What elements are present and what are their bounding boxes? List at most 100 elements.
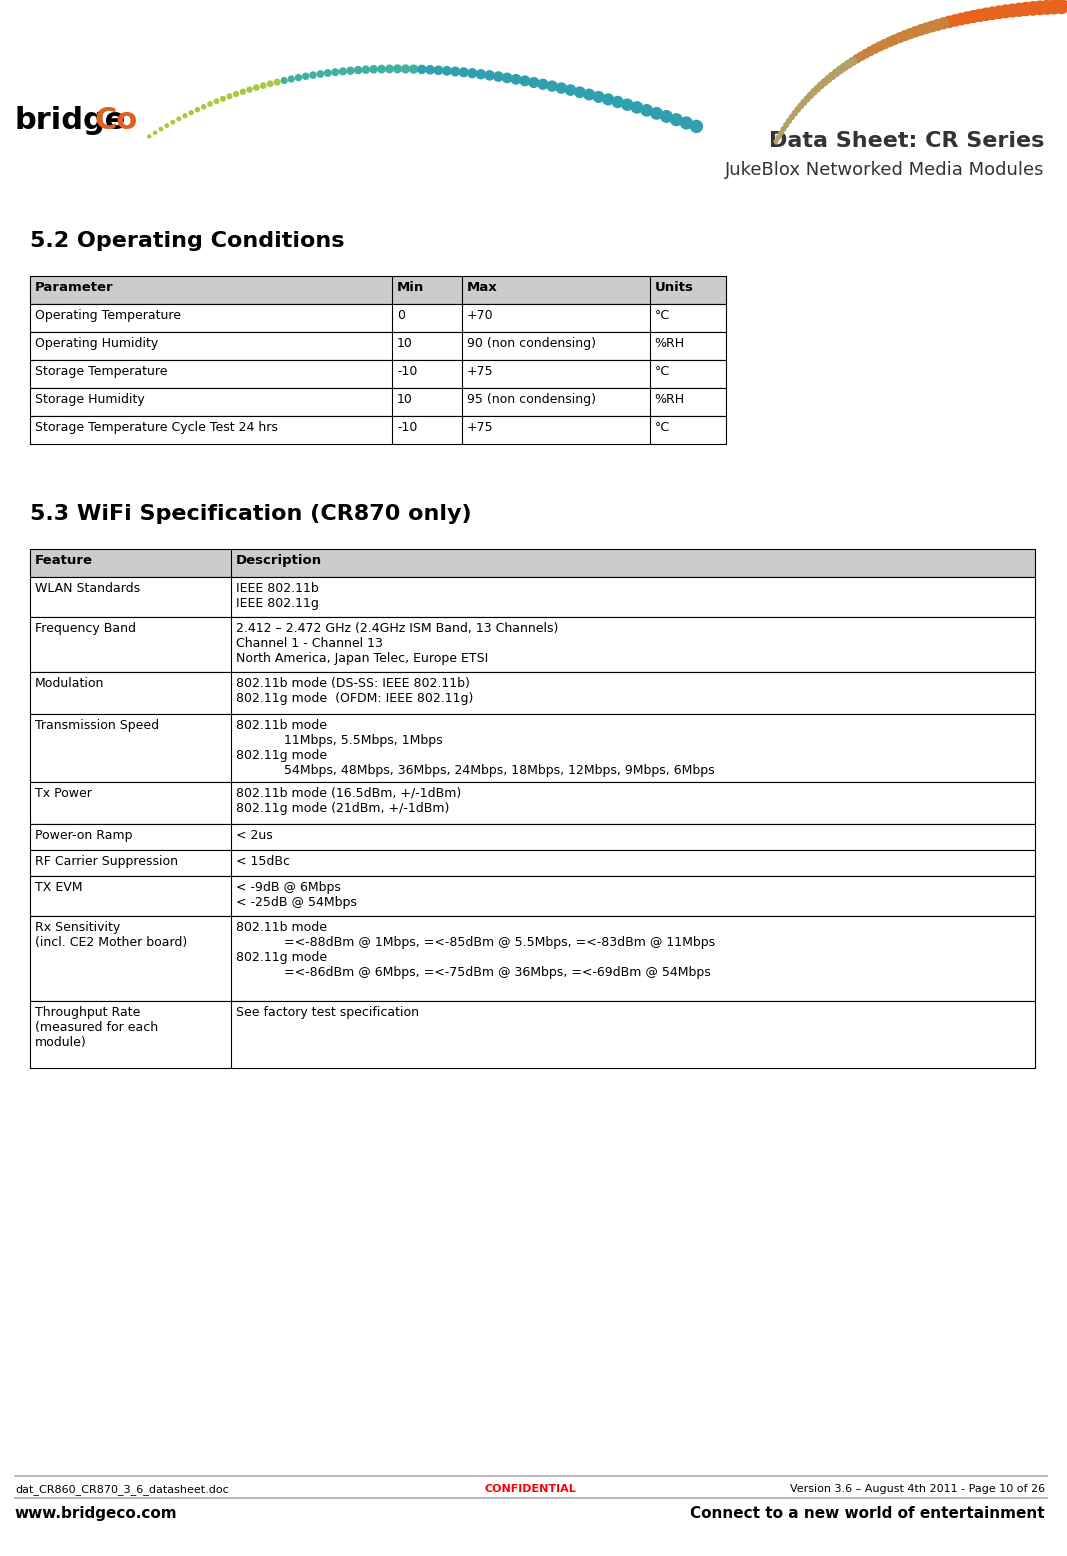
Bar: [30, 850, 1035, 876]
Text: Connect to a new world of entertainment: Connect to a new world of entertainment: [690, 1506, 1045, 1522]
Text: Version 3.6 – August 4th 2011 - Page 10 of 26: Version 3.6 – August 4th 2011 - Page 10 …: [790, 1484, 1045, 1494]
Circle shape: [1048, 0, 1062, 14]
Circle shape: [895, 33, 905, 42]
Circle shape: [612, 96, 623, 107]
Text: %RH: %RH: [655, 338, 685, 350]
Circle shape: [832, 70, 840, 76]
Text: Description: Description: [236, 554, 322, 566]
Text: Data Sheet: CR Series: Data Sheet: CR Series: [769, 131, 1045, 151]
Text: +70: +70: [466, 310, 493, 322]
Text: °C: °C: [655, 310, 670, 322]
Circle shape: [871, 45, 879, 53]
Circle shape: [848, 58, 857, 65]
Text: Power-on Ramp: Power-on Ramp: [35, 829, 132, 842]
Bar: [30, 387, 727, 415]
Circle shape: [584, 89, 594, 100]
Circle shape: [240, 89, 245, 95]
Circle shape: [1033, 2, 1047, 14]
Text: 0: 0: [397, 310, 405, 322]
Text: %RH: %RH: [655, 394, 685, 406]
Circle shape: [227, 93, 232, 98]
Text: TX EVM: TX EVM: [35, 881, 82, 893]
Circle shape: [1000, 5, 1012, 17]
Circle shape: [234, 92, 239, 96]
Circle shape: [511, 75, 521, 84]
Circle shape: [282, 78, 287, 84]
Circle shape: [899, 31, 910, 40]
Circle shape: [347, 67, 354, 75]
Circle shape: [933, 20, 943, 30]
Bar: [30, 305, 727, 333]
Circle shape: [184, 114, 187, 118]
Circle shape: [1026, 2, 1039, 16]
Circle shape: [981, 8, 992, 20]
Text: Storage Humidity: Storage Humidity: [35, 394, 144, 406]
Circle shape: [987, 8, 999, 19]
Bar: [30, 549, 1035, 577]
Text: 95 (non condensing): 95 (non condensing): [466, 394, 595, 406]
Text: Min: Min: [397, 282, 425, 294]
Circle shape: [927, 22, 937, 31]
Circle shape: [195, 107, 200, 112]
Circle shape: [961, 12, 973, 23]
Circle shape: [915, 25, 926, 36]
Bar: [30, 781, 1035, 823]
Text: 802.11b mode
            11Mbps, 5.5Mbps, 1Mbps
802.11g mode
            54Mbps,: 802.11b mode 11Mbps, 5.5Mbps, 1Mbps 802.…: [236, 719, 715, 776]
Circle shape: [332, 68, 338, 75]
Circle shape: [790, 115, 794, 120]
Text: Operating Humidity: Operating Humidity: [35, 338, 158, 350]
Text: bridge: bridge: [15, 106, 126, 135]
Circle shape: [494, 72, 503, 81]
Circle shape: [426, 65, 434, 73]
Circle shape: [837, 67, 844, 73]
Circle shape: [339, 68, 346, 75]
Circle shape: [254, 86, 259, 90]
Circle shape: [317, 72, 323, 78]
Text: < -9dB @ 6Mbps
< -25dB @ 54Mbps: < -9dB @ 6Mbps < -25dB @ 54Mbps: [236, 881, 356, 909]
Circle shape: [202, 104, 206, 109]
Circle shape: [857, 51, 865, 61]
Circle shape: [921, 23, 931, 33]
Text: -10: -10: [397, 366, 417, 378]
Circle shape: [566, 86, 576, 95]
Text: °C: °C: [655, 366, 670, 378]
Text: 802.11b mode (DS-SS: IEEE 802.11b)
802.11g mode  (OFDM: IEEE 802.11g): 802.11b mode (DS-SS: IEEE 802.11b) 802.1…: [236, 677, 473, 705]
Circle shape: [866, 47, 875, 56]
Circle shape: [781, 126, 785, 131]
Circle shape: [808, 92, 813, 98]
Text: Co: Co: [95, 106, 138, 135]
Circle shape: [386, 65, 394, 73]
Text: Units: Units: [655, 282, 694, 294]
Circle shape: [822, 79, 828, 86]
Circle shape: [324, 70, 331, 76]
Bar: [30, 577, 1035, 616]
Circle shape: [189, 110, 193, 115]
Circle shape: [529, 78, 539, 87]
Text: Storage Temperature Cycle Test 24 hrs: Storage Temperature Cycle Test 24 hrs: [35, 422, 277, 434]
Circle shape: [890, 36, 899, 45]
Circle shape: [547, 81, 557, 92]
Circle shape: [370, 65, 378, 73]
Circle shape: [556, 82, 567, 93]
Circle shape: [165, 124, 169, 128]
Text: CONFIDENTIAL: CONFIDENTIAL: [484, 1484, 576, 1494]
Circle shape: [950, 14, 961, 26]
Circle shape: [260, 82, 266, 89]
Circle shape: [1019, 3, 1033, 16]
Circle shape: [938, 17, 949, 30]
Text: Feature: Feature: [35, 554, 93, 566]
Circle shape: [1013, 3, 1025, 16]
Circle shape: [288, 76, 294, 82]
Circle shape: [968, 11, 980, 22]
Circle shape: [844, 61, 853, 68]
Text: Frequency Band: Frequency Band: [35, 622, 136, 635]
Circle shape: [944, 16, 955, 28]
Circle shape: [248, 87, 252, 92]
Circle shape: [1006, 5, 1019, 17]
Circle shape: [603, 93, 614, 104]
Circle shape: [354, 67, 362, 73]
Circle shape: [593, 92, 604, 103]
Circle shape: [538, 79, 547, 89]
Text: +75: +75: [466, 366, 493, 378]
Circle shape: [460, 68, 468, 76]
